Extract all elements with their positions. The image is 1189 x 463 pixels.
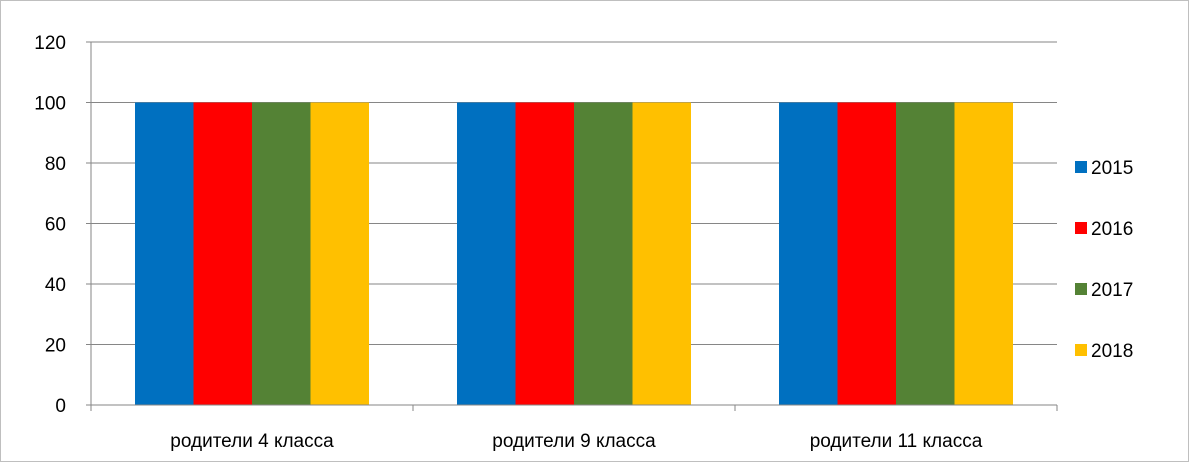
legend-swatch-2017 [1075,283,1087,295]
bar-2018-cat-1 [310,102,369,405]
legend-swatch-2018 [1075,344,1087,356]
x-category-label: родители 4 класса [170,431,334,452]
legend-label-2016: 2016 [1091,219,1133,240]
bar-2016-cat-1 [193,102,252,405]
y-tick-label: 100 [34,94,66,115]
x-category-label: родители 9 класса [492,431,656,452]
legend-swatch-2015 [1075,161,1087,173]
y-tick-label: 40 [45,275,66,296]
legend-swatch-2016 [1075,222,1087,234]
bar-2015-cat-1 [135,102,194,405]
y-tick-label: 20 [45,336,66,357]
legend-label-2018: 2018 [1091,341,1133,362]
legend-label-2015: 2015 [1091,158,1133,179]
bar-2017-cat-1 [252,102,311,405]
legend-label-2017: 2017 [1091,280,1133,301]
bar-2018-cat-3 [954,102,1013,405]
y-tick-label: 0 [55,396,66,417]
x-category-labels: родители 4 класса родители 9 класса родите… [170,431,982,452]
y-tick-label: 80 [45,154,66,175]
legend: 2015 2016 2017 2018 [1075,158,1133,362]
bar-2016-cat-2 [515,102,574,405]
bar-2015-cat-2 [457,102,516,405]
y-tick-labels: 0 20 40 60 80 100 120 [34,33,66,417]
axes [86,41,1058,411]
bars [135,102,1013,405]
y-tick-label: 120 [34,33,66,54]
bar-2017-cat-2 [574,102,633,405]
bar-2015-cat-3 [779,102,838,405]
x-category-label: родители 11 класса [810,431,983,452]
bar-2017-cat-3 [896,102,955,405]
bar-2016-cat-3 [837,102,896,405]
y-tick-label: 60 [45,215,66,236]
bar-2018-cat-2 [632,102,691,405]
